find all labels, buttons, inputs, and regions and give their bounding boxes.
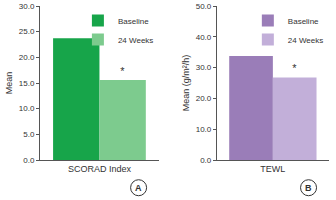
svg-text:Mean (g/m²/h): Mean (g/m²/h) <box>181 55 191 112</box>
svg-text:40.0: 40.0 <box>196 33 212 42</box>
svg-text:0.0: 0.0 <box>200 156 212 165</box>
svg-text:SCORAD Index: SCORAD Index <box>68 164 132 174</box>
svg-text:B: B <box>305 183 312 193</box>
svg-text:50.0: 50.0 <box>196 2 212 11</box>
svg-text:20.0: 20.0 <box>19 53 35 62</box>
svg-text:*: * <box>292 62 297 74</box>
svg-text:0.0: 0.0 <box>23 156 35 165</box>
svg-text:15.0: 15.0 <box>19 79 35 88</box>
svg-text:Baseline: Baseline <box>118 17 149 26</box>
svg-text:Baseline: Baseline <box>288 17 319 26</box>
svg-text:TEWL: TEWL <box>260 164 285 174</box>
svg-text:24 Weeks: 24 Weeks <box>288 36 323 45</box>
svg-text:5.0: 5.0 <box>23 130 35 139</box>
svg-text:A: A <box>135 183 142 193</box>
svg-text:10.0: 10.0 <box>19 104 35 113</box>
svg-text:30.0: 30.0 <box>196 63 212 72</box>
svg-text:Mean: Mean <box>4 72 14 95</box>
svg-text:*: * <box>120 65 125 77</box>
svg-text:20.0: 20.0 <box>196 94 212 103</box>
svg-text:25.0: 25.0 <box>19 27 35 36</box>
svg-text:10.0: 10.0 <box>196 125 212 134</box>
svg-text:30.0: 30.0 <box>19 2 35 11</box>
svg-text:24 Weeks: 24 Weeks <box>118 36 153 45</box>
